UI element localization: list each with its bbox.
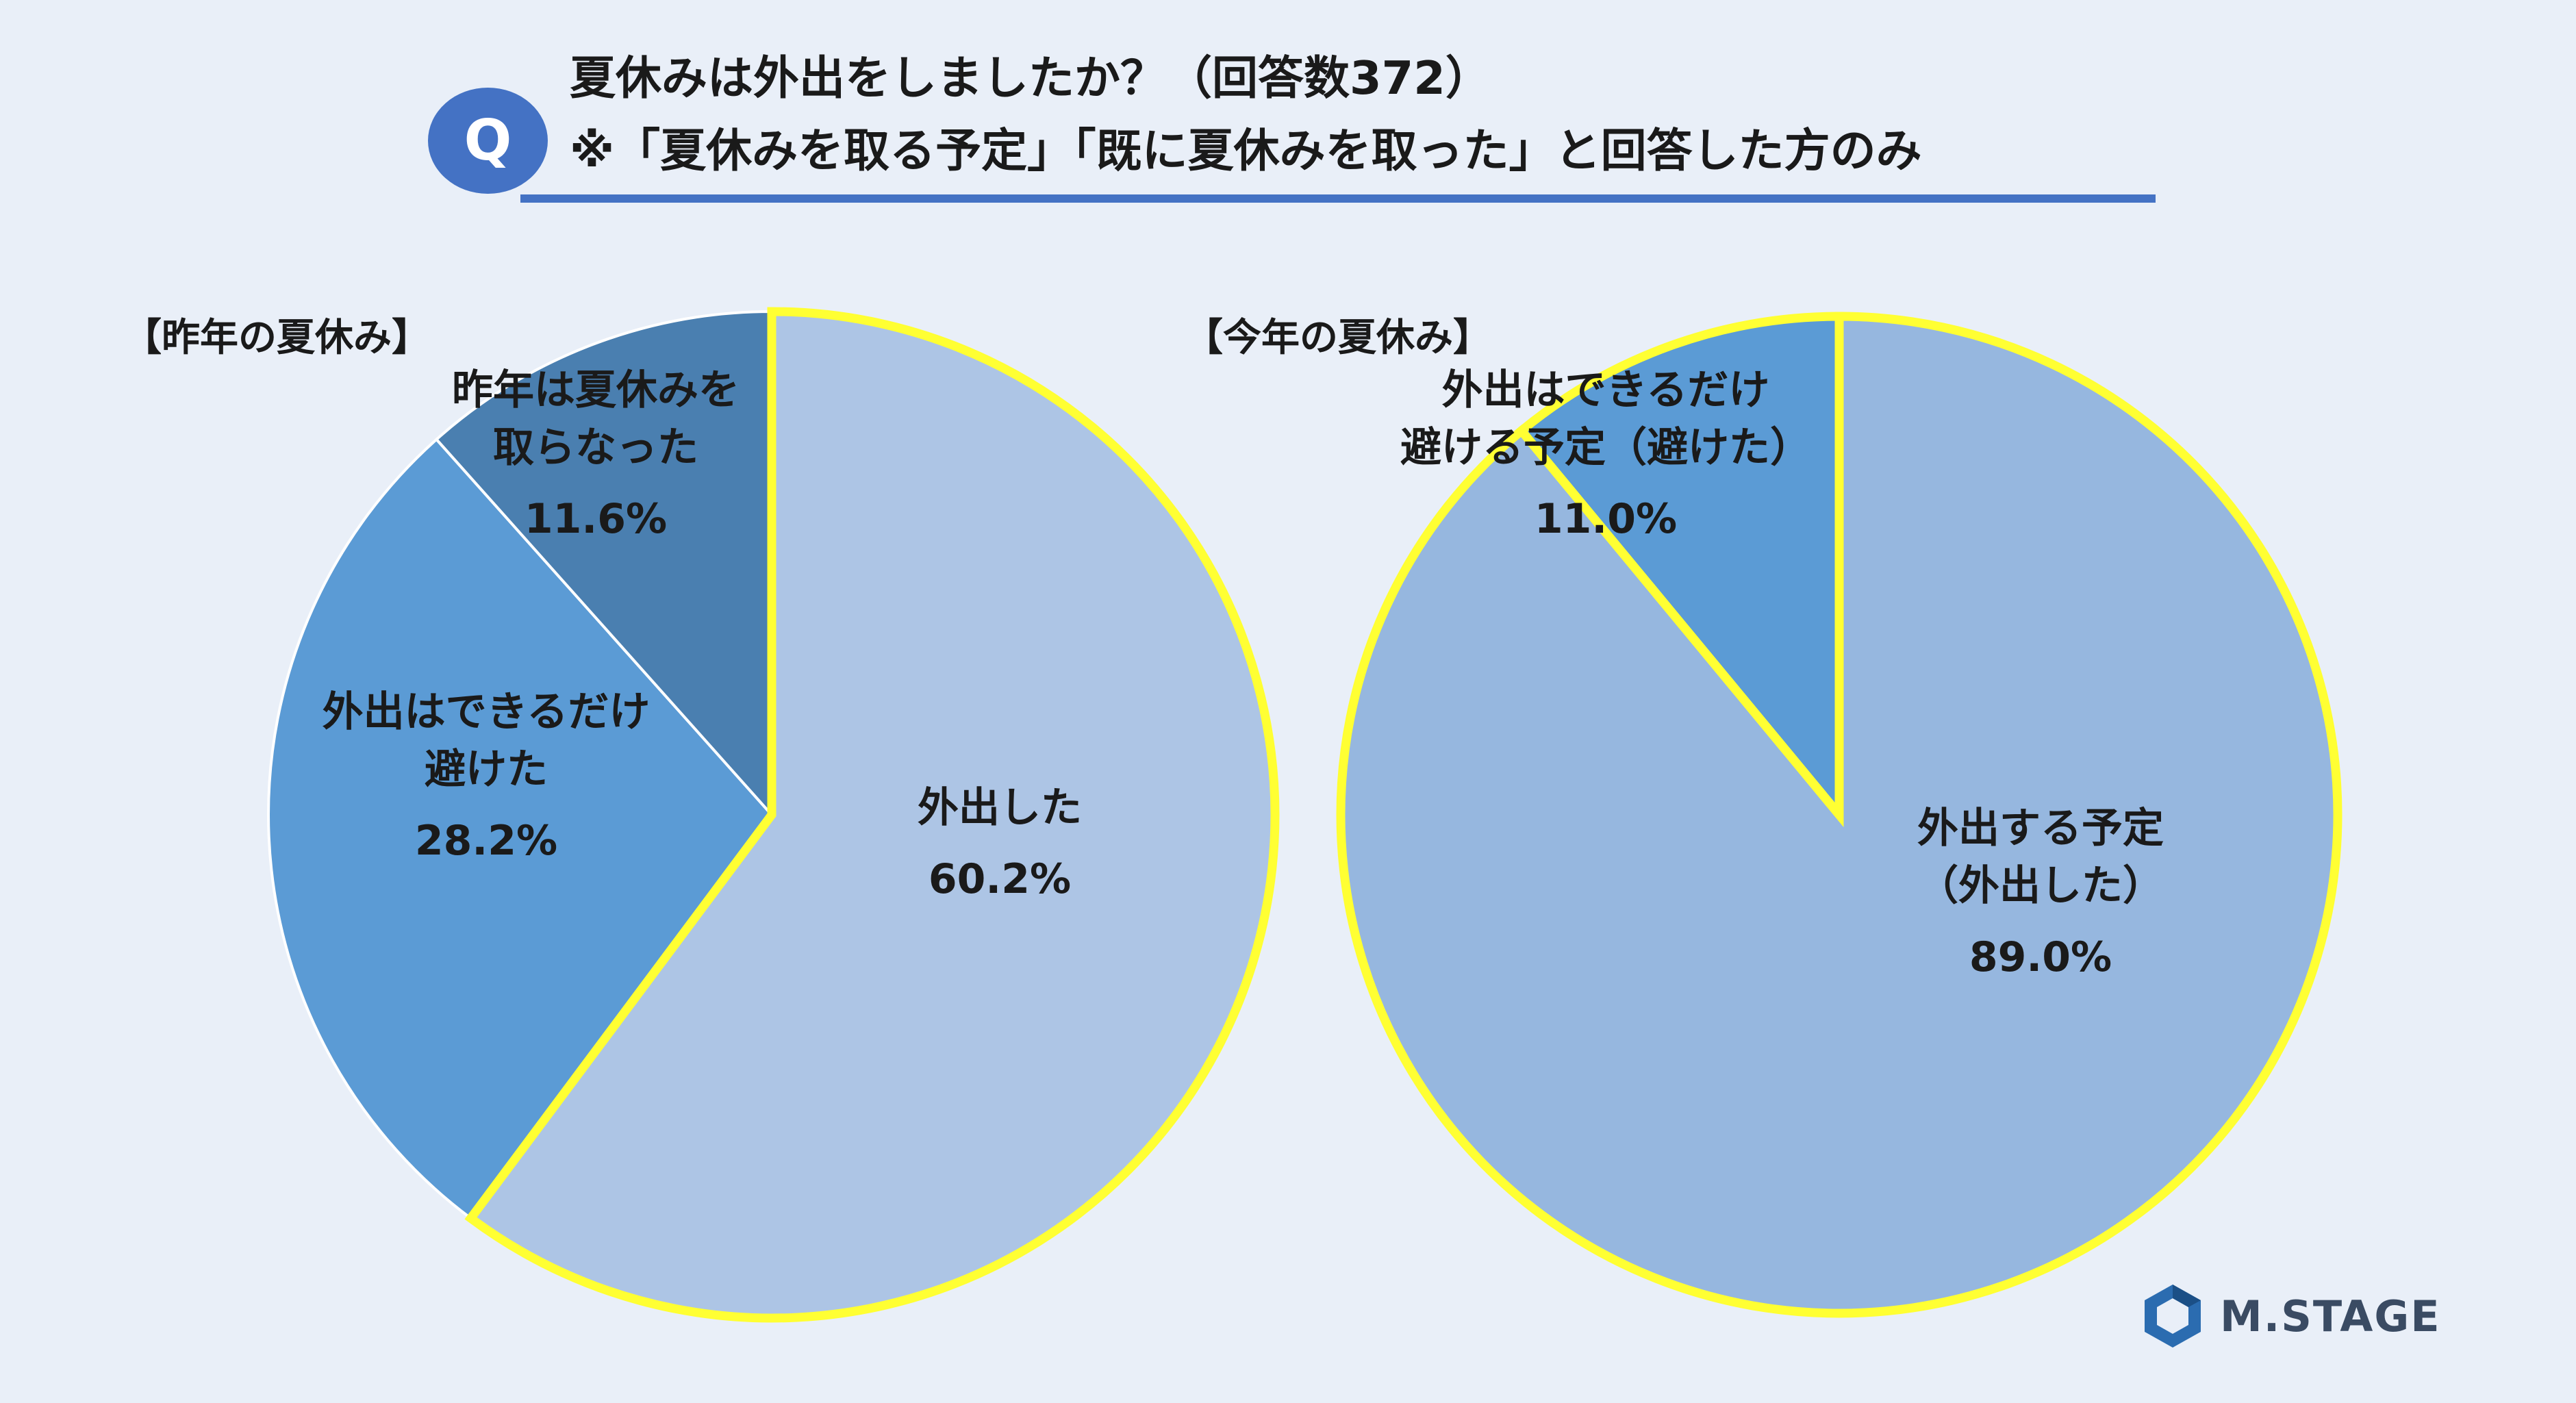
pie-slice-label-1-0: 外出する予定（外出した） 89.0% bbox=[1917, 805, 2164, 981]
pie-slice-label-0-1: 外出はできるだけ避けた 28.2% bbox=[323, 688, 651, 865]
pie-slice-highlight-1-1 bbox=[1515, 312, 1844, 828]
pie-slice-label-0-2: 昨年は夏休みを取らなった 11.6% bbox=[452, 366, 740, 543]
pie-slice-label-1-1: 外出はできるだけ避ける予定（避けた） 11.0% bbox=[1400, 366, 1811, 543]
pie-slice-0-2 bbox=[434, 309, 773, 819]
pie-slice-label-0-0: 外出した 60.2% bbox=[918, 784, 1082, 903]
question-header: Q 夏休みは外出をしましたか？（回答数372） ※「夏休みを取る予定」「既に夏休… bbox=[0, 0, 2576, 226]
chart-title-this-year: 【今年の夏休み】 bbox=[1185, 316, 1491, 360]
pie-slice-highlight-0-0 bbox=[464, 307, 1280, 1323]
pie-chart-this-year: 外出する予定（外出した） 89.0% 外出はできるだけ避ける予定（避けた） 11.0% bbox=[1336, 312, 2343, 1318]
pie-chart-last-year: 外出した 60.2% 外出はできるだけ避けた 28.2% 昨年は夏休みを取らなった 11.… bbox=[267, 307, 1280, 1323]
brand-name: M.STAGE bbox=[2220, 1291, 2441, 1341]
brand-logo: M.STAGE bbox=[2142, 1282, 2441, 1350]
chart-title-last-year: 【昨年の夏休み】 bbox=[123, 316, 430, 360]
question-note: ※「夏休みを取る予定」「既に夏休みを取った」と回答した方のみ bbox=[570, 124, 1922, 177]
pie-slice-highlight-1-0 bbox=[1336, 312, 2343, 1318]
logo-mark-icon bbox=[2145, 1285, 2201, 1348]
question-title: 夏休みは外出をしましたか？（回答数372） bbox=[570, 51, 1491, 105]
pie-slice-0-1 bbox=[267, 437, 774, 1220]
header-underline bbox=[520, 194, 2156, 203]
question-badge: Q bbox=[428, 88, 548, 194]
